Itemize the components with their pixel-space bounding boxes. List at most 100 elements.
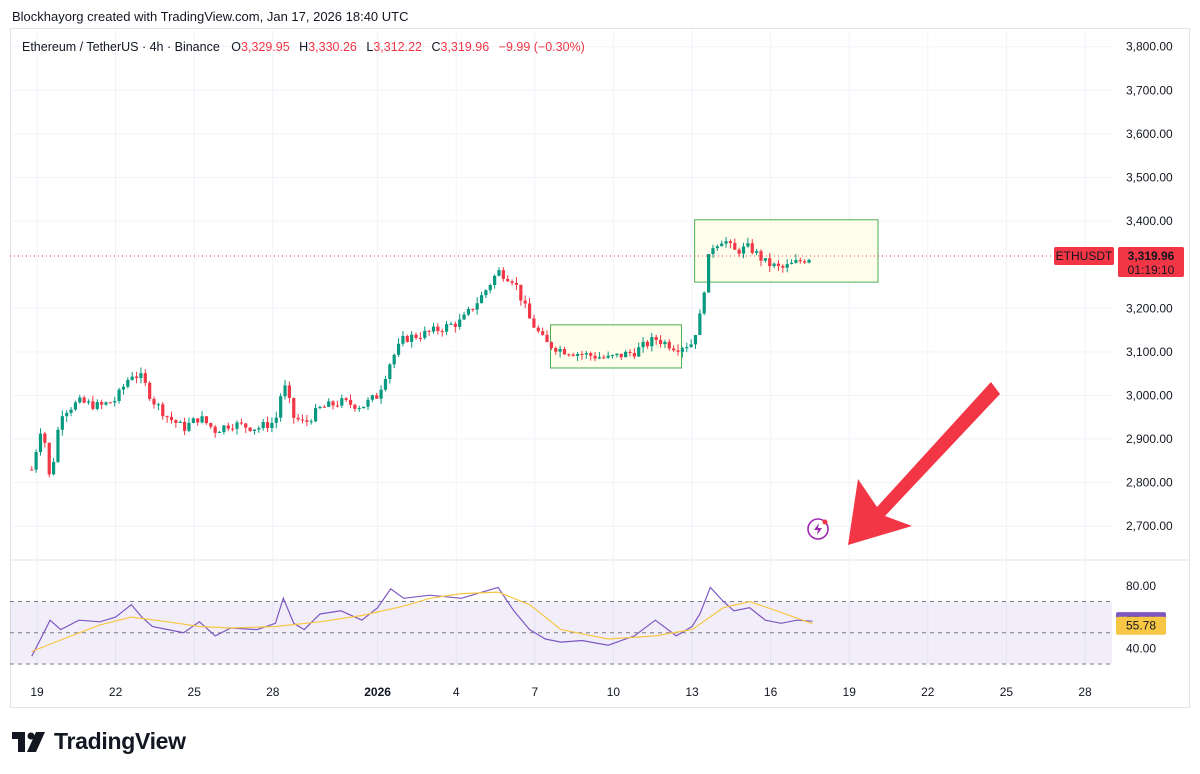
low-value: 3,312.22 (373, 40, 422, 54)
rsi-ma-line (31, 591, 813, 653)
candle-body (755, 251, 759, 253)
candle-body (807, 259, 811, 263)
candle-body (501, 270, 505, 279)
lightning-bolt (814, 523, 822, 535)
close-label: C (431, 40, 441, 54)
rsi-line (31, 586, 813, 657)
tradingview-logo[interactable]: TradingView (12, 728, 186, 755)
candle-body (466, 308, 471, 315)
candle-body (305, 420, 309, 422)
candle-body (287, 385, 291, 399)
candle-body (335, 405, 340, 407)
candle-body (658, 339, 663, 345)
candle-body (113, 400, 117, 403)
price-tick-label: 3,000.00 (1126, 388, 1173, 402)
candle-body (121, 386, 126, 390)
candle-body (65, 412, 69, 417)
candle-body (353, 404, 357, 409)
candle-body (650, 337, 654, 347)
candle-body (30, 469, 34, 471)
candle-body (47, 442, 51, 475)
rsi-ma-text: 55.78 (1126, 619, 1156, 633)
candle-body (139, 373, 143, 379)
candle-body (200, 416, 204, 423)
rsi-band (10, 601, 1112, 664)
candle-body (252, 429, 257, 431)
candle-body (327, 401, 331, 407)
candle-body (558, 348, 562, 352)
low-label: L (366, 40, 374, 54)
price-tick-label: 2,800.00 (1126, 476, 1173, 490)
candle-body (152, 398, 156, 405)
time-tick-label: 28 (266, 685, 280, 699)
open-label: O (231, 40, 242, 54)
time-axis: 19 22 25 28 2026 4 7 10 13 16 19 22 25 28 (30, 685, 1092, 699)
candle-body (34, 452, 38, 470)
range-box (550, 324, 683, 369)
rsi-pane (10, 586, 1112, 665)
candle-body (322, 406, 326, 408)
candle-body (706, 254, 711, 293)
candle-body (196, 418, 200, 423)
candle-body (331, 401, 335, 406)
price-tick-label: 3,800.00 (1126, 40, 1173, 54)
candle-body (597, 357, 602, 359)
candle-body (143, 373, 147, 383)
candle-body (375, 395, 379, 399)
candle-body (73, 402, 78, 410)
candle-body (720, 243, 724, 247)
candle-body (51, 461, 56, 475)
candle-body (379, 389, 383, 399)
candle-body (615, 353, 619, 356)
candle-body (785, 264, 789, 268)
candle-body (606, 355, 610, 358)
brand-name: TradingView (54, 728, 186, 754)
candle-body (619, 353, 623, 358)
time-tick-label: 25 (1000, 685, 1014, 699)
candle-body (82, 397, 86, 403)
candle-body (209, 423, 213, 427)
candle-body (388, 364, 392, 380)
candle-body (497, 270, 501, 276)
candle-body (178, 421, 182, 423)
candle-body (593, 355, 597, 359)
candle-body (100, 402, 104, 405)
candle-body (794, 260, 798, 263)
candle-body (414, 334, 418, 338)
time-tick-label: 28 (1078, 685, 1092, 699)
candle-body (56, 429, 60, 462)
candle-body (776, 263, 781, 266)
candle-body (759, 251, 763, 261)
price-tick-label: 3,100.00 (1126, 345, 1173, 359)
candle-body (292, 398, 296, 418)
candle-body (567, 354, 571, 356)
range-boxes (550, 219, 879, 369)
candle-body (750, 243, 754, 253)
open-value: 3,329.95 (241, 40, 290, 54)
symbol-label[interactable]: Ethereum / TetherUS · 4h · Binance (22, 40, 220, 54)
candle-body (43, 433, 47, 443)
candle-body (418, 337, 422, 339)
candle-body (440, 331, 444, 333)
candle-body (798, 260, 802, 262)
candle-body (204, 416, 209, 424)
candle-body (362, 406, 366, 409)
candle-body (405, 335, 409, 342)
candle-body (265, 422, 270, 429)
candle-body (514, 282, 519, 285)
candle-body (257, 428, 261, 430)
candle-body (724, 241, 728, 244)
price-badge-value: 3,319.96 (1128, 249, 1175, 263)
candle-body (680, 348, 684, 352)
candle-body (580, 353, 584, 355)
candle-body (781, 265, 785, 268)
candle-body (444, 324, 449, 332)
price-tick-label: 3,700.00 (1126, 83, 1173, 97)
candle-body (270, 422, 274, 429)
candle-body (191, 418, 195, 423)
candle-body (549, 342, 553, 349)
candle-body (554, 348, 558, 352)
candle-body (667, 341, 671, 349)
candle-body (427, 330, 431, 332)
